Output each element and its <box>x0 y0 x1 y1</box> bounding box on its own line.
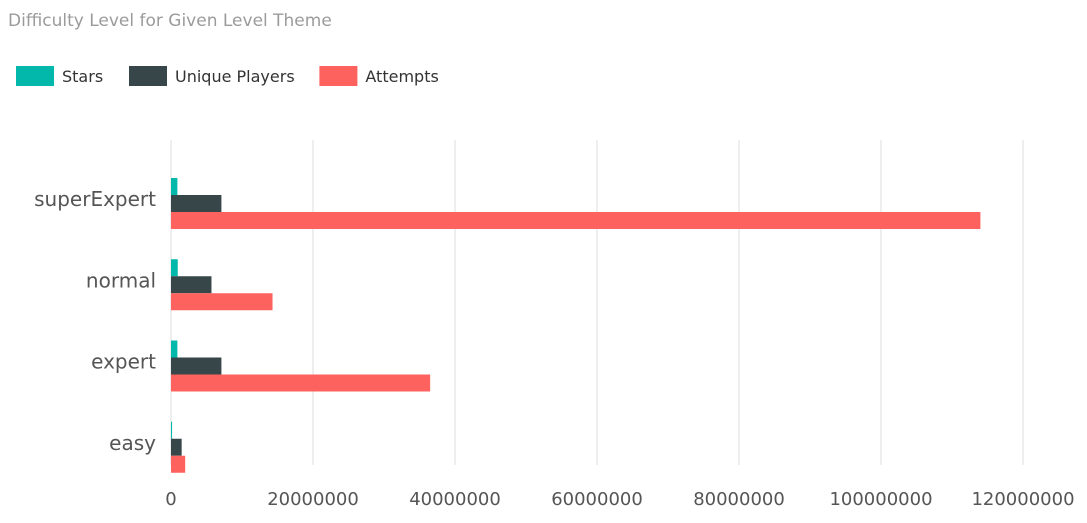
bar-normal-attempts <box>171 293 273 311</box>
bar-superExpert-unique-players <box>171 195 222 212</box>
category-label-0: superExpert <box>34 187 156 211</box>
x-tick-label-5: 100000000 <box>829 489 932 510</box>
category-labels: superExpert normal expert easy <box>34 187 156 455</box>
gridlines <box>170 140 1024 465</box>
x-tick-label-2: 40000000 <box>409 489 501 510</box>
legend-label-0: Stars <box>62 67 103 86</box>
bar-easy-unique-players <box>171 438 182 456</box>
bar-expert-attempts <box>171 374 431 392</box>
x-tick-label-6: 120000000 <box>971 489 1074 510</box>
bar-easy-stars <box>171 421 173 439</box>
legend-swatch-1 <box>129 66 167 86</box>
legend-label-2: Attempts <box>365 67 438 86</box>
x-tick-label-0: 0 <box>165 489 176 510</box>
bar-expert-stars <box>171 340 178 358</box>
x-tick-label-3: 60000000 <box>551 489 643 510</box>
bar-normal-stars <box>171 259 178 277</box>
legend-swatch-2 <box>319 66 358 86</box>
category-label-1: normal <box>86 268 156 292</box>
category-label-3: easy <box>109 431 156 455</box>
bar-superExpert-attempts <box>171 212 981 229</box>
chart-title: Difficulty Level for Given Level Theme <box>8 11 332 31</box>
x-tick-label-4: 80000000 <box>693 489 785 510</box>
x-axis-tick-labels: 0 20000000 40000000 60000000 80000000 1000000… <box>165 489 1074 510</box>
legend: Stars Unique Players Attempts <box>16 66 439 86</box>
bar-easy-attempts <box>171 455 186 473</box>
bars <box>171 178 981 473</box>
bar-superExpert-stars <box>171 178 178 195</box>
bar-expert-unique-players <box>171 357 222 375</box>
x-tick-label-1: 20000000 <box>267 489 359 510</box>
bar-normal-unique-players <box>171 276 212 294</box>
legend-label-1: Unique Players <box>175 67 295 86</box>
category-label-2: expert <box>91 350 156 374</box>
legend-swatch-0 <box>16 66 54 86</box>
